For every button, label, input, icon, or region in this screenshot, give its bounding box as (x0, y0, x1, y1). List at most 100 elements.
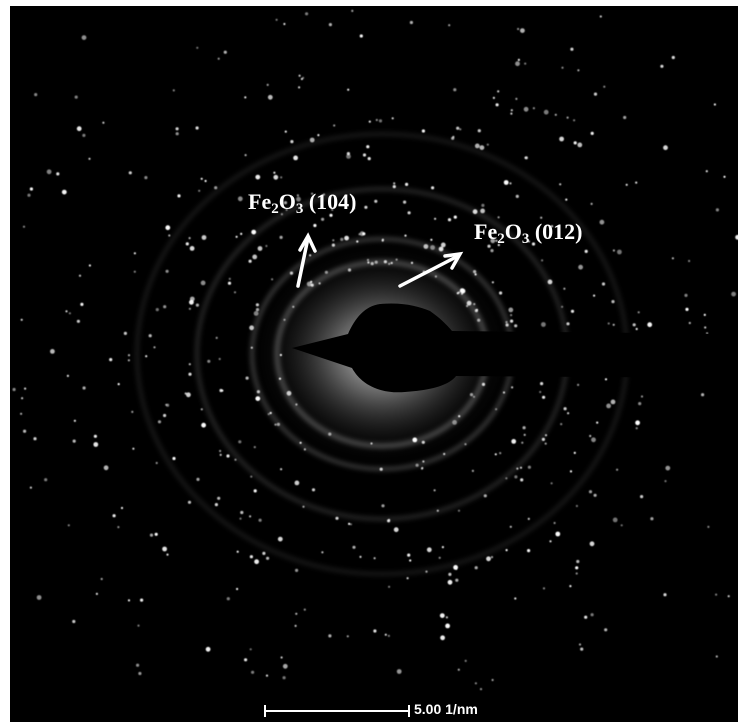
diffraction-spot (120, 506, 124, 510)
diffraction-spot (584, 249, 588, 253)
diffraction-spot (464, 443, 467, 446)
diffraction-spot (510, 319, 514, 323)
diffraction-spot (457, 668, 460, 671)
diffraction-spot (188, 363, 191, 366)
diffraction-spot (438, 556, 441, 559)
diffraction-spot (388, 518, 391, 521)
diffraction-spot (640, 495, 644, 499)
diffraction-spot (434, 217, 437, 220)
diffraction-spot (302, 505, 305, 508)
diffraction-spot (671, 257, 675, 260)
diffraction-spot (521, 441, 524, 444)
diffraction-spot (296, 196, 301, 202)
diffraction-spot (638, 402, 642, 406)
diffraction-spot (393, 527, 399, 533)
diffraction-image: Fe2O3 (104) Fe2O3 (012) 5.00 1/nm (10, 6, 738, 722)
diffraction-spot (318, 282, 321, 285)
diffraction-spot (635, 327, 638, 331)
diffraction-spot (555, 531, 561, 537)
diffraction-spot (445, 616, 448, 619)
diffraction-spot (635, 181, 638, 184)
diffraction-spot (200, 280, 206, 286)
diffraction-spot (713, 103, 717, 106)
diffraction-spot (410, 261, 414, 264)
diffraction-spot (703, 313, 706, 316)
diffraction-spot (497, 216, 500, 219)
diffraction-spot (279, 353, 282, 357)
diffraction-spot (374, 260, 378, 264)
diffraction-spot (632, 323, 636, 327)
diffraction-spot (251, 670, 255, 674)
diffraction-spot (575, 572, 578, 575)
diffraction-spot (550, 225, 554, 228)
diffraction-spot (328, 634, 332, 638)
diffraction-spot (547, 279, 553, 285)
diffraction-spot (144, 176, 148, 180)
diffraction-spot (688, 259, 691, 263)
diffraction-spot (364, 205, 368, 209)
diffraction-spot (412, 437, 418, 443)
diffraction-spot (640, 395, 644, 398)
diffraction-spot (33, 437, 37, 441)
diffraction-spot (474, 273, 477, 276)
diffraction-spot (133, 252, 136, 255)
diffraction-spot (486, 143, 489, 146)
diffraction-spot (502, 391, 506, 394)
diffraction-spot (254, 559, 259, 565)
diffraction-spot (290, 140, 294, 144)
diffraction-spot (474, 143, 480, 149)
diffraction-spot (149, 533, 154, 537)
diffraction-spot (269, 411, 272, 415)
diffraction-spot (154, 532, 158, 536)
diffraction-spot (201, 235, 207, 240)
diffraction-spot (346, 635, 349, 638)
diffraction-spot (72, 619, 76, 624)
diffraction-spot (278, 377, 282, 380)
diffraction-spot (407, 553, 411, 557)
arrow-012-head (443, 251, 464, 270)
diffraction-spot (265, 244, 268, 248)
diffraction-spot (103, 465, 109, 471)
diffraction-spot (527, 549, 531, 553)
annotation-fe2o3-012: Fe2O3 (012) (474, 219, 583, 247)
diffraction-spot (497, 243, 500, 247)
diffraction-spot (349, 523, 353, 526)
diffraction-spot (61, 189, 67, 195)
diffraction-spot (430, 245, 435, 250)
diffraction-spot (215, 336, 218, 339)
diffraction-spot (715, 208, 720, 212)
diffraction-spot (251, 229, 257, 235)
diffraction-spot (196, 477, 200, 481)
diffraction-spot (165, 403, 168, 406)
diffraction-spot (306, 281, 312, 287)
diffraction-spot (705, 170, 708, 173)
diffraction-spot (383, 260, 387, 264)
diffraction-spot (524, 62, 527, 65)
diffraction-spot (407, 211, 411, 215)
diffraction-spot (569, 585, 572, 588)
diffraction-spot (189, 299, 194, 305)
diffraction-spot (172, 456, 176, 461)
diffraction-spot (589, 541, 595, 547)
diffraction-spot (140, 598, 144, 602)
diffraction-spot (625, 183, 628, 186)
diffraction-spot (650, 517, 654, 521)
diffraction-spot (490, 556, 494, 559)
diffraction-spot (578, 643, 582, 646)
diffraction-spot (481, 382, 486, 386)
diffraction-spot (731, 291, 736, 297)
diffraction-spot (187, 500, 192, 504)
diffraction-spot (459, 128, 462, 131)
diffraction-spot (553, 521, 556, 525)
diffraction-spot (480, 208, 485, 214)
diffraction-spot (207, 359, 211, 363)
diffraction-spot (321, 217, 325, 221)
diffraction-spot (495, 408, 498, 411)
diffraction-spot (487, 244, 491, 248)
diffraction-spot (298, 86, 301, 89)
diffraction-spot (610, 399, 616, 405)
diffraction-spot (205, 646, 211, 652)
diffraction-spot (200, 408, 203, 411)
diffraction-spot (76, 319, 80, 323)
diffraction-spot (333, 124, 336, 127)
